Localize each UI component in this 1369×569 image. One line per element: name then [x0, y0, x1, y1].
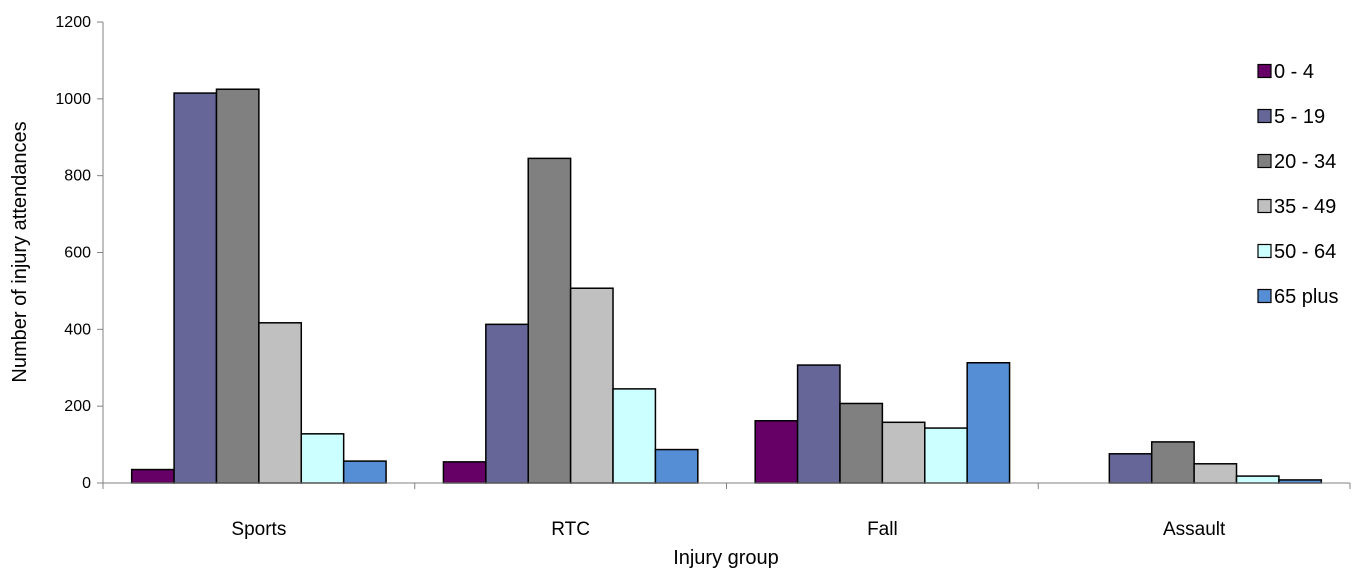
bar — [796, 364, 841, 484]
bar — [612, 388, 657, 484]
bar — [527, 157, 572, 484]
legend: 0 - 4 5 - 19 20 - 34 35 - 49 50 - 64 65 plus — [1257, 61, 1339, 308]
legend-label: 0 - 4 — [1274, 61, 1314, 83]
bar — [1150, 441, 1195, 484]
y-tick-label: 200 — [64, 398, 91, 415]
bar — [442, 461, 487, 484]
legend-label: 50 - 64 — [1274, 241, 1336, 263]
bar — [569, 287, 614, 484]
legend-label: 20 - 34 — [1274, 151, 1336, 173]
bar — [924, 427, 968, 484]
bar — [881, 421, 926, 484]
legend-swatch — [1257, 288, 1272, 304]
bar — [1108, 453, 1153, 484]
bar — [258, 322, 303, 484]
legend-label: 65 plus — [1274, 286, 1339, 308]
x-tick-label: Sports — [231, 519, 286, 540]
legend-label: 35 - 49 — [1274, 196, 1336, 218]
legend-swatch — [1257, 63, 1272, 79]
bar — [173, 92, 218, 484]
bars-layer — [130, 88, 1323, 484]
bar — [754, 420, 799, 484]
bar — [342, 460, 387, 484]
x-axis-title: Injury group — [673, 547, 779, 569]
bar — [966, 362, 1011, 484]
bar — [300, 433, 345, 484]
legend-swatch — [1257, 198, 1272, 214]
y-tick-label: 400 — [64, 321, 91, 338]
legend-swatch — [1257, 243, 1272, 259]
bar — [1193, 463, 1238, 484]
y-tick-label: 0 — [82, 475, 91, 492]
y-tick-label: 1200 — [55, 14, 91, 31]
y-tick-label: 1000 — [55, 91, 91, 108]
legend-label: 5 - 19 — [1274, 106, 1325, 128]
legend-swatch — [1257, 108, 1272, 124]
x-tick-label: RTC — [551, 519, 590, 540]
bar — [215, 88, 260, 484]
legend-swatch — [1257, 153, 1272, 169]
bar — [839, 402, 884, 484]
x-tick-label: Assault — [1163, 519, 1226, 540]
y-tick-label: 800 — [64, 168, 91, 185]
axes-layer: 0 200 400 600 800 1000 1200 Sports RTC Fall Assaul… — [55, 14, 1351, 540]
bar — [654, 448, 699, 484]
bar — [485, 323, 529, 484]
bar — [130, 468, 175, 484]
y-axis-title: Number of injury attendances — [9, 121, 31, 382]
x-tick-label: Fall — [867, 519, 898, 540]
bar — [1235, 475, 1280, 484]
y-tick-label: 600 — [64, 245, 91, 262]
